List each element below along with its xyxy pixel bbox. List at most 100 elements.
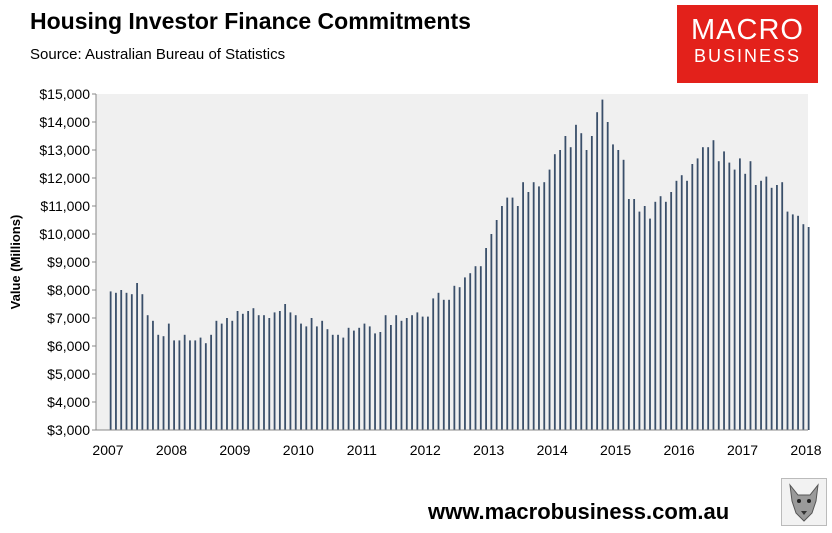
- bar: [464, 277, 466, 430]
- bar: [152, 320, 154, 430]
- bar: [543, 182, 546, 430]
- bar: [337, 334, 339, 430]
- bar: [548, 169, 551, 430]
- bar: [405, 318, 408, 430]
- bar: [347, 327, 350, 430]
- bar: [612, 144, 614, 430]
- bar: [559, 150, 562, 430]
- y-tick-label: $10,000: [39, 226, 90, 242]
- bar: [289, 312, 292, 430]
- bar: [511, 197, 514, 430]
- y-tick-label: $15,000: [39, 86, 90, 102]
- bar: [633, 199, 636, 430]
- y-tick-label: $8,000: [47, 282, 90, 298]
- bar: [162, 336, 165, 430]
- x-tick-label: 2011: [347, 442, 377, 458]
- bar: [585, 150, 588, 430]
- bar: [215, 320, 218, 430]
- bar: [294, 315, 297, 430]
- bar: [437, 292, 440, 430]
- logo-line-2: BUSINESS: [693, 46, 802, 66]
- bar: [146, 315, 149, 430]
- bar: [649, 218, 651, 430]
- bar: [675, 180, 678, 430]
- bar: [453, 285, 456, 430]
- bar: [680, 175, 683, 430]
- bar: [241, 313, 244, 430]
- bar: [342, 337, 345, 430]
- bar: [125, 292, 128, 430]
- x-tick-label: 2016: [664, 442, 695, 458]
- plot-area: [96, 94, 808, 430]
- bar: [553, 154, 556, 430]
- bar: [210, 334, 213, 430]
- bar: [707, 147, 710, 430]
- bar: [686, 180, 688, 430]
- bar: [167, 323, 170, 430]
- logo-line-1: MACRO: [691, 14, 804, 46]
- x-tick-label: 2007: [92, 442, 123, 458]
- bar: [194, 340, 197, 430]
- bar: [183, 334, 186, 430]
- bar: [326, 329, 329, 430]
- bar: [136, 283, 138, 430]
- bar: [770, 187, 773, 430]
- y-axis-title: Value (Millions): [8, 215, 23, 310]
- bar: [670, 192, 673, 430]
- bar: [474, 266, 477, 430]
- bar: [754, 185, 757, 430]
- bar: [411, 315, 413, 430]
- y-tick-label: $12,000: [39, 170, 90, 186]
- bar: [416, 312, 419, 430]
- bar: [776, 185, 778, 430]
- bar: [305, 326, 308, 430]
- bar: [231, 320, 234, 430]
- bar: [268, 318, 271, 430]
- bar: [580, 133, 583, 430]
- bar: [120, 290, 123, 430]
- bar: [760, 180, 762, 430]
- x-tick-label: 2014: [537, 442, 568, 458]
- bar: [442, 299, 445, 430]
- bar: [802, 224, 805, 430]
- bar: [220, 323, 223, 430]
- bar: [781, 182, 784, 430]
- bar: [252, 308, 255, 430]
- bar: [358, 327, 361, 430]
- macrobusiness-logo[interactable]: MACRO BUSINESS: [677, 5, 818, 83]
- bar: [395, 315, 398, 430]
- bar: [564, 136, 567, 430]
- chart-subtitle: Source: Australian Bureau of Statistics: [30, 46, 286, 63]
- bar: [427, 316, 429, 430]
- bar: [448, 299, 450, 430]
- bar: [390, 325, 392, 430]
- bar: [490, 234, 493, 430]
- bar: [575, 124, 577, 431]
- bar: [485, 248, 487, 430]
- bar: [807, 227, 810, 430]
- bar: [712, 140, 715, 430]
- bar: [733, 169, 736, 430]
- bar: [189, 340, 191, 430]
- bar: [617, 150, 620, 430]
- footer-url-link[interactable]: www.macrobusiness.com.au: [428, 499, 730, 524]
- bar: [157, 334, 160, 430]
- x-tick-label: 2008: [156, 442, 187, 458]
- bar: [109, 291, 112, 430]
- bar: [596, 112, 599, 430]
- bar: [178, 340, 181, 430]
- x-tick-label: 2017: [727, 442, 758, 458]
- x-tick-label: 2013: [473, 442, 504, 458]
- bar: [590, 136, 593, 430]
- bar: [701, 147, 704, 430]
- bar: [115, 292, 117, 430]
- bar: [469, 273, 472, 430]
- bar: [130, 294, 133, 430]
- bar: [532, 182, 535, 430]
- bar: [247, 311, 250, 430]
- x-tick-label: 2010: [283, 442, 314, 458]
- bar: [284, 304, 287, 430]
- bar: [278, 311, 281, 430]
- bar: [516, 206, 519, 430]
- x-tick-label: 2015: [600, 442, 631, 458]
